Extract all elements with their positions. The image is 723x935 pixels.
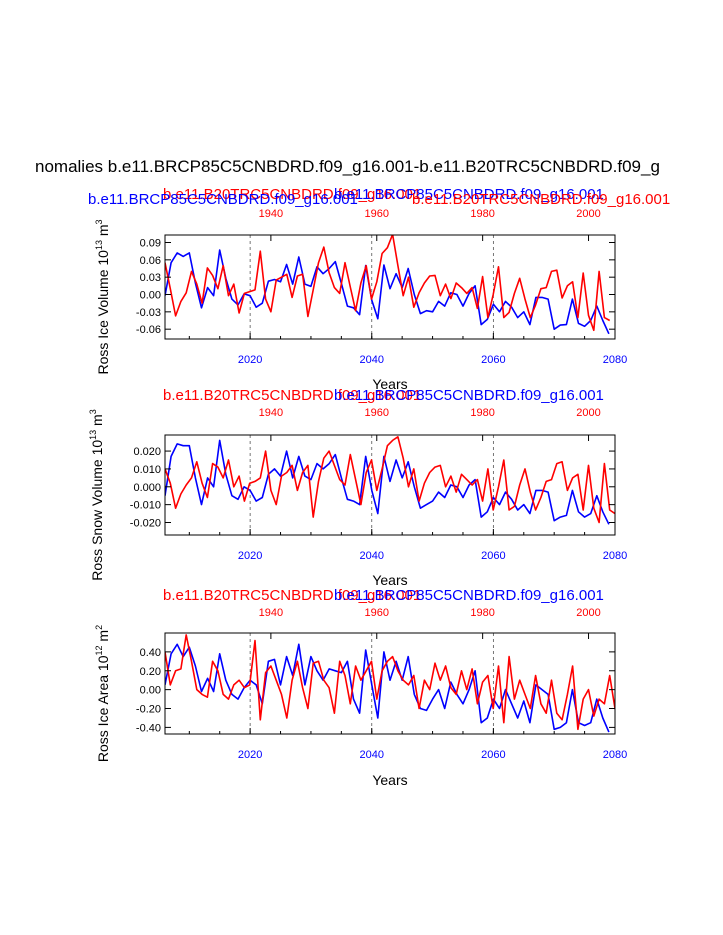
top-x-tick-label: 1980 xyxy=(470,208,494,220)
series-line-red xyxy=(165,634,615,731)
bottom-x-tick-label: 2040 xyxy=(360,749,384,761)
top-x-tick-label: 2000 xyxy=(576,407,600,419)
title-row2-blue: b.e11.BRCP85C5CNBDRD.f09_g16.001 xyxy=(88,191,358,208)
y-tick-label: 0.020 xyxy=(133,446,161,458)
bottom-x-tick-label: 2080 xyxy=(603,354,627,366)
series-group xyxy=(165,435,615,525)
plot-frame xyxy=(164,234,616,340)
bottom-x-tick-label: 2080 xyxy=(603,550,627,562)
title-red: b.e11.B20TRC5CNBDRD.f09_g16.001 xyxy=(163,587,421,604)
y-tick-label: 0.09 xyxy=(140,238,161,250)
top-x-tick-label: 2000 xyxy=(576,208,600,220)
bottom-x-tick-label: 2040 xyxy=(360,550,384,562)
top-x-tick-label: 1940 xyxy=(259,407,283,419)
page-title: nomalies b.e11.BRCP85C5CNBDRD.f09_g16.00… xyxy=(35,157,660,176)
y-tick-label: -0.06 xyxy=(136,324,161,336)
top-x-tick-label: 1980 xyxy=(470,607,494,619)
bottom-x-tick-label: 2080 xyxy=(603,749,627,761)
top-x-tick-label: 1960 xyxy=(365,407,389,419)
bottom-x-tick-label: 2060 xyxy=(481,354,505,366)
x-axis-label: Years xyxy=(372,772,407,788)
bottom-x-tick-label: 2060 xyxy=(481,749,505,761)
y-tick-label: 0.03 xyxy=(140,272,161,284)
series-line-blue xyxy=(165,643,610,733)
y-tick-label: 0.40 xyxy=(140,647,161,659)
top-x-tick-label: 1980 xyxy=(470,407,494,419)
plot-frame xyxy=(164,434,616,536)
top-x-tick-label: 1940 xyxy=(259,607,283,619)
y-tick-label: -0.40 xyxy=(136,722,161,734)
chart-panel-2: -0.020 -0.010 0.000 0.010 0.020 2020 2040 2060 2… xyxy=(88,387,627,588)
top-x-tick-label: 2000 xyxy=(576,607,600,619)
series-line-red xyxy=(165,435,615,524)
x-axis-label: Years xyxy=(372,376,407,392)
series-line-red xyxy=(165,235,611,332)
y-tick-label: 0.00 xyxy=(140,685,161,697)
title-row2-red: b.e11.B20TRC5CNBDRD.f09_g16.001 xyxy=(412,191,670,208)
series-group xyxy=(165,235,611,335)
y-tick-label: -0.020 xyxy=(130,518,161,530)
y-axis-label: Ross Ice Area 1012 m2 xyxy=(94,625,111,762)
y-axis-label: Ross Snow Volume 1013 m3 xyxy=(88,409,105,580)
y-tick-label: 0.20 xyxy=(140,666,161,678)
y-tick-label: 0.00 xyxy=(140,290,161,302)
series-line-blue xyxy=(165,439,610,525)
series-line-blue xyxy=(165,249,610,335)
y-tick-label: 0.010 xyxy=(133,464,161,476)
y-tick-label: 0.000 xyxy=(133,482,161,494)
title-blue: b.e11.BRCP85C5CNBDRD.f09_g16.001 xyxy=(334,587,604,604)
bottom-x-tick-label: 2020 xyxy=(238,354,262,366)
bottom-x-tick-label: 2020 xyxy=(238,550,262,562)
y-tick-label: -0.010 xyxy=(130,500,161,512)
y-axis-label: Ross Ice Volume 1013 m3 xyxy=(94,219,111,374)
title-blue: b.e11.BRCP85C5CNBDRD.f09_g16.001 xyxy=(334,186,604,203)
chart-panel-1: -0.06 -0.03 0.00 0.03 0.06 0.09 2020 2040 2060 20… xyxy=(88,186,670,392)
title-red: b.e11.B20TRC5CNBDRD.f09_g16.001 xyxy=(163,186,421,203)
y-tick-label: -0.03 xyxy=(136,307,161,319)
y-tick-label: -0.20 xyxy=(136,704,161,716)
top-x-tick-label: 1960 xyxy=(365,208,389,220)
top-x-tick-label: 1960 xyxy=(365,607,389,619)
y-tick-label: 0.06 xyxy=(140,255,161,267)
title-red: b.e11.B20TRC5CNBDRD.f09_g16.001 xyxy=(163,387,421,404)
series-group xyxy=(165,634,615,733)
bottom-x-tick-label: 2040 xyxy=(360,354,384,366)
chart-panel-3: -0.40 -0.20 0.00 0.20 0.40 2020 2040 2060 2080 19… xyxy=(94,587,627,788)
top-x-tick-label: 1940 xyxy=(259,208,283,220)
title-blue: b.e11.BRCP85C5CNBDRD.f09_g16.001 xyxy=(334,387,604,404)
x-axis-label: Years xyxy=(372,572,407,588)
bottom-x-tick-label: 2020 xyxy=(238,749,262,761)
bottom-x-tick-label: 2060 xyxy=(481,550,505,562)
plot-frame xyxy=(164,632,616,735)
